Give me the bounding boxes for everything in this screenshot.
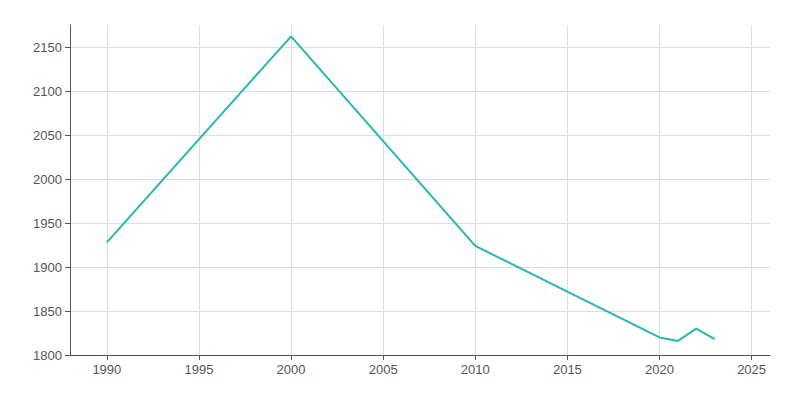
svg-text:1990: 1990 [92,362,121,377]
svg-text:1995: 1995 [184,362,213,377]
svg-text:2015: 2015 [553,362,582,377]
svg-text:1950: 1950 [33,216,62,231]
svg-text:2025: 2025 [737,362,766,377]
svg-text:2020: 2020 [645,362,674,377]
svg-text:1850: 1850 [33,304,62,319]
svg-text:2005: 2005 [369,362,398,377]
svg-text:1800: 1800 [33,348,62,363]
svg-text:2100: 2100 [33,84,62,99]
svg-text:2000: 2000 [277,362,306,377]
svg-text:2000: 2000 [33,172,62,187]
svg-text:2150: 2150 [33,40,62,55]
svg-text:2050: 2050 [33,128,62,143]
svg-text:1900: 1900 [33,260,62,275]
svg-text:2010: 2010 [461,362,490,377]
